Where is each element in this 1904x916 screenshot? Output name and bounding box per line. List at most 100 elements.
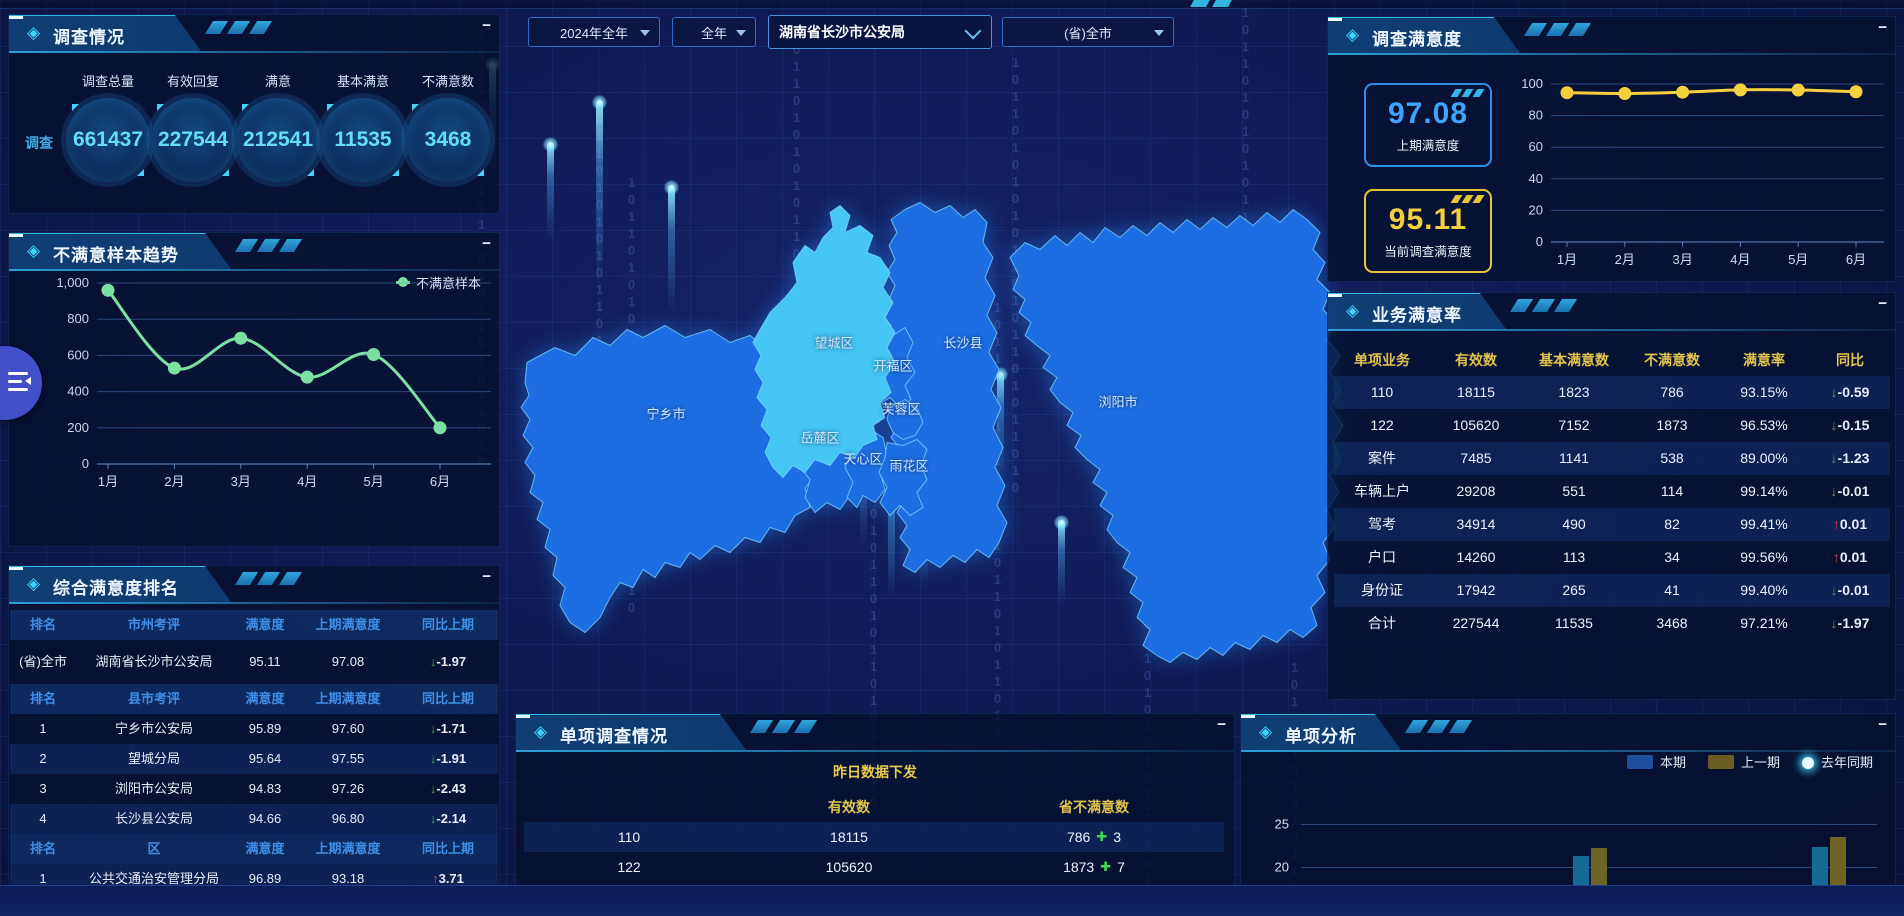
panel-title-bar: ◈ 单项调查情况 − <box>516 714 1234 752</box>
analysis-legend[interactable]: 本期 上一期 去年同期 <box>1626 752 1873 771</box>
business-satisfaction-panel: ◈ 业务满意率 − 单项业务 有效数 基本满意数 不满意数 满意率 同比 110… <box>1327 292 1896 700</box>
region-select[interactable]: (省)全市 <box>1002 17 1174 47</box>
minimize-button[interactable]: − <box>482 17 491 34</box>
panel-title: 业务满意率 <box>1372 306 1462 325</box>
trend-delta: ↓ -0.01 <box>1830 483 1870 500</box>
trend-delta: ↓ -1.23 <box>1810 442 1890 475</box>
trend-delta: ↓ -2.43 <box>429 780 467 796</box>
svg-text:2月: 2月 <box>1615 252 1635 267</box>
year-select[interactable]: 2024年全年 <box>528 17 660 47</box>
panel-title-bar: ◈ 不满意样本趋势 − <box>9 233 499 271</box>
previous-satisfaction-card: 97.08 上期满意度 <box>1364 83 1492 167</box>
stat-satisfied: 满意 212541 <box>232 71 324 182</box>
svg-text:6月: 6月 <box>430 474 450 489</box>
survey-satisfaction-panel: ◈ 调查满意度 − 97.08 上期满意度 95.11 当前调查满意度 0 20 4… <box>1327 16 1896 282</box>
period-select[interactable]: 全年 <box>672 17 756 47</box>
survey-side-label: 调查 <box>25 135 53 151</box>
dissatisfied-trend-panel: ◈ 不满意样本趋势 − 不满意样本 0 200 400 600 800 1,000 1月 2月… <box>8 232 500 547</box>
svg-text:5月: 5月 <box>1788 252 1808 267</box>
legend-swatch-current <box>1626 755 1653 769</box>
minimize-button[interactable]: − <box>482 235 491 252</box>
svg-text:40: 40 <box>1529 171 1543 186</box>
map-label-yuhua: 雨花区 <box>889 458 929 474</box>
svg-text:0: 0 <box>82 456 89 471</box>
title-decoration <box>234 572 303 585</box>
single-survey-panel: ◈ 单项调查情况 − 昨日数据下发 有效数 省不满意数 110 18115 78… <box>515 713 1235 916</box>
minimize-button[interactable]: − <box>1878 716 1887 733</box>
menu-arrow-icon <box>25 377 31 385</box>
menu-icon <box>8 380 22 383</box>
card-decoration <box>1450 195 1485 203</box>
title-decoration <box>1523 23 1592 36</box>
svg-text:5月: 5月 <box>363 474 383 489</box>
dissatisfied-trend-chart: 0 200 400 600 800 1,000 1月 2月 3月 4月 5月 6月 <box>9 273 501 543</box>
panel-title-bar: ◈ 业务满意率 − <box>1328 293 1895 331</box>
map-region-wangcheng-highlighted[interactable] <box>752 204 896 479</box>
stat-valid: 有效回复 227544 <box>147 71 239 182</box>
region-select-value: (省)全市 <box>1064 25 1112 41</box>
single-analysis-panel: ◈ 单项分析 − 本期 上一期 去年同期 25 20 <box>1240 713 1896 916</box>
diamond-icon: ◈ <box>27 574 41 593</box>
stat-ball: 661437 <box>66 98 150 182</box>
trend-delta: ↓ -1.71 <box>429 720 467 736</box>
trend-delta: ↓ -1.97 <box>429 653 467 669</box>
svg-text:1月: 1月 <box>98 474 118 489</box>
diamond-icon: ◈ <box>27 241 41 260</box>
trend-delta: ↓ -0.15 <box>1830 417 1870 434</box>
svg-text:4月: 4月 <box>297 474 317 489</box>
svg-text:6月: 6月 <box>1846 252 1866 267</box>
map-label-kaifu: 开福区 <box>873 358 913 374</box>
period-select-value: 全年 <box>700 25 727 41</box>
page-footer <box>0 885 1904 916</box>
trend-delta: ↓ -1.97 <box>1830 615 1870 632</box>
map-label-tianxin: 天心区 <box>843 451 883 467</box>
map-region-furong[interactable] <box>886 398 924 441</box>
trend-delta: ↓ -1.91 <box>398 744 498 774</box>
svg-text:20: 20 <box>1529 202 1543 217</box>
minimize-button[interactable]: − <box>482 568 491 585</box>
stat-ball: 227544 <box>151 98 235 182</box>
map-region-yuhua[interactable] <box>878 438 928 517</box>
svg-text:3月: 3月 <box>1672 252 1692 267</box>
svg-text:3月: 3月 <box>231 474 251 489</box>
survey-overview-panel: ◈ 调查情况 − 调查 调查总量 661437 有效回复 227544 满意 2… <box>8 14 500 214</box>
organization-select[interactable]: 湖南省长沙市公安局 <box>768 15 992 49</box>
panel-title-bar: ◈ 综合满意度排名 − <box>9 566 499 604</box>
single-survey-subtitle: 昨日数据下发 <box>833 764 917 780</box>
current-satisfaction-value: 95.11 <box>1388 203 1468 236</box>
trend-delta: ↓ -0.01 <box>1810 574 1890 607</box>
stat-dissatisfied: 不满意数 3468 <box>402 71 494 182</box>
card-decoration <box>1450 89 1485 97</box>
panel-title-bar: ◈ 调查情况 − <box>9 15 499 53</box>
panel-title-bar: ◈ 调查满意度 − <box>1328 17 1895 55</box>
trend-delta: ↑ 0.01 <box>1832 549 1868 566</box>
caret-down-icon <box>1154 30 1164 36</box>
minimize-button[interactable]: − <box>1878 19 1887 36</box>
svg-text:600: 600 <box>67 347 89 362</box>
panel-title: 综合满意度排名 <box>53 579 179 598</box>
diamond-icon: ◈ <box>534 722 548 741</box>
panel-title: 调查情况 <box>53 28 125 47</box>
panel-title: 单项分析 <box>1285 727 1357 746</box>
stat-ball: 3468 <box>406 98 490 182</box>
svg-text:400: 400 <box>67 384 89 399</box>
organization-select-value: 湖南省长沙市公安局 <box>779 24 905 40</box>
svg-text:100: 100 <box>1521 76 1543 91</box>
map-region-liuyang[interactable] <box>1009 208 1344 664</box>
stat-basic: 基本满意 11535 <box>317 71 409 182</box>
trend-legend[interactable]: 不满意样本 <box>395 273 481 292</box>
caret-down-icon <box>640 30 650 36</box>
minimize-button[interactable]: − <box>1217 716 1226 733</box>
chevron-down-icon <box>964 22 982 40</box>
minimize-button[interactable]: − <box>1878 295 1887 312</box>
title-decoration <box>749 720 818 733</box>
ranking-panel: ◈ 综合满意度排名 − 排名 市州考评 满意度 上期满意度 同比上期 (省)全市… <box>8 565 500 916</box>
trend-delta: ↓ -0.59 <box>1810 376 1890 409</box>
map-label-furong: 芙蓉区 <box>881 401 921 417</box>
single-survey-table: 有效数 省不满意数 110 18115 786 ✚ 3 122 105620 187… <box>524 792 1224 882</box>
title-decoration <box>234 239 303 252</box>
year-select-value: 2024年全年 <box>560 25 628 41</box>
map-region-ningxiang[interactable] <box>520 324 826 634</box>
legend-swatch-previous <box>1707 755 1734 769</box>
svg-text:2月: 2月 <box>164 474 184 489</box>
